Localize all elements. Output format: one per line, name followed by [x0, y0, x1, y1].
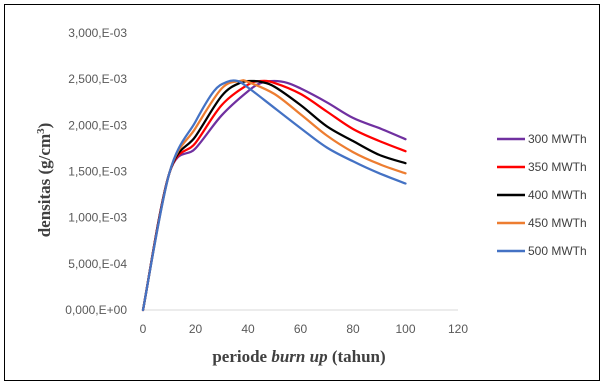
legend-label: 450 MWTh	[528, 216, 587, 230]
y-tick-label: 1,000,E-03	[68, 211, 127, 225]
series-line-3	[141, 79, 407, 312]
y-axis-title-part-3: )	[35, 123, 54, 129]
x-tick-label: 60	[294, 322, 308, 336]
x-axis-title: periode burn up (tahun)	[212, 347, 385, 366]
y-tick-label: 1,500,E-03	[68, 165, 127, 179]
legend-label: 400 MWTh	[528, 188, 587, 202]
x-tick-label: 0	[140, 322, 147, 336]
x-tick-label: 100	[395, 322, 415, 336]
y-tick-label: 5,000,E-04	[68, 257, 127, 271]
x-tick-label: 40	[241, 322, 255, 336]
x-axis-title-part-2: burn up	[271, 347, 327, 366]
y-axis-title-superscript: 3	[35, 128, 47, 134]
x-tick-label: 120	[448, 322, 468, 336]
x-tick-labels: 0 20 40 60 80 100 120	[140, 322, 469, 336]
series-line-1	[141, 79, 407, 312]
y-tick-label: 2,000,E-03	[68, 118, 127, 132]
y-axis-title-part-1: densitas (g/cm	[35, 134, 54, 237]
x-axis-title-part-1: periode	[212, 347, 271, 366]
y-tick-label: 0,000,E+00	[65, 303, 127, 317]
legend-label: 350 MWTh	[528, 160, 587, 174]
legend: 300 MWTh 350 MWTh 400 MWTh 450 MWTh 500 MWTh	[497, 132, 587, 258]
series-line-4	[141, 79, 407, 312]
chart-frame	[4, 4, 600, 381]
y-tick-label: 2,500,E-03	[68, 72, 127, 86]
series-lines	[141, 79, 407, 312]
legend-label: 500 MWTh	[528, 244, 587, 258]
x-tick-label: 20	[189, 322, 203, 336]
x-tick-label: 80	[346, 322, 360, 336]
y-tick-label: 3,000,E-03	[68, 26, 127, 40]
x-axis-title-part-3: (tahun)	[328, 347, 386, 366]
y-tick-labels: 0,000,E+00 5,000,E-04 1,000,E-03 1,500,E-03…	[65, 26, 127, 317]
y-axis-title: densitas (g/cm3)	[35, 123, 54, 238]
series-line-5	[141, 79, 407, 312]
legend-label: 300 MWTh	[528, 132, 587, 146]
series-line-2	[141, 79, 407, 312]
